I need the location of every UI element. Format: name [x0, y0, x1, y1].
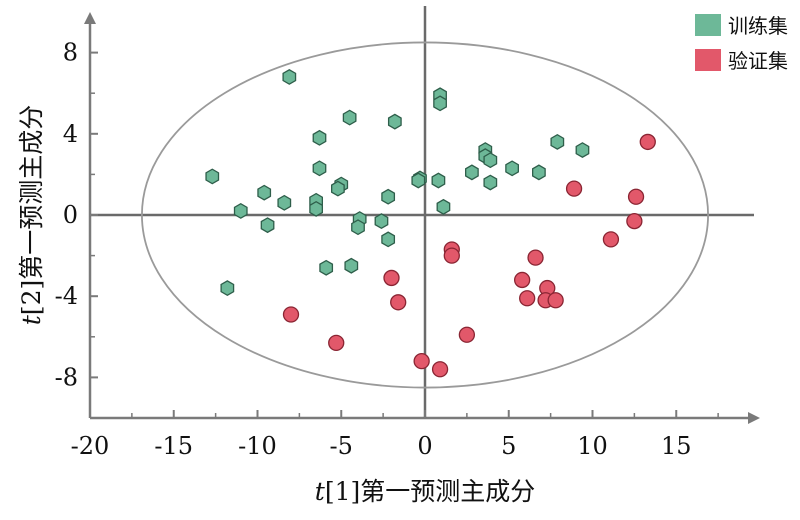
y-tick-label: 8 — [63, 39, 78, 67]
validation-point — [627, 188, 645, 205]
confidence-ellipse — [141, 41, 709, 389]
train-point — [344, 257, 359, 274]
legend-swatch-train — [695, 14, 721, 36]
y-axis-var: t — [17, 314, 46, 325]
validation-point — [413, 353, 430, 370]
train-point — [483, 152, 498, 169]
validation-point — [519, 290, 536, 307]
validation-point — [639, 133, 656, 151]
legend: 训练集 验证集 — [695, 14, 788, 73]
train-point — [465, 164, 479, 181]
train-point — [331, 180, 345, 197]
train-point — [351, 219, 365, 236]
y-tick-label: -8 — [55, 363, 78, 391]
validation-point — [458, 326, 476, 343]
train-point — [433, 95, 447, 112]
train-point — [436, 198, 451, 215]
x-tick-label: -20 — [71, 432, 110, 460]
validation-point — [565, 180, 583, 197]
x-tick-label: 5 — [501, 432, 516, 460]
x-tick-label: -10 — [238, 432, 277, 460]
train-point — [309, 200, 324, 217]
y-tick-label: -4 — [55, 282, 78, 310]
x-axis-var: t — [315, 477, 326, 506]
train-point — [257, 184, 272, 201]
train-point — [233, 202, 248, 219]
train-point — [387, 113, 402, 130]
train-point — [260, 217, 275, 234]
train-point — [505, 160, 519, 177]
train-point — [411, 172, 426, 189]
validation-point — [547, 292, 564, 309]
x-axis-title: t[1]第一预测主成分 — [315, 477, 535, 506]
points-layer — [205, 69, 656, 378]
train-point — [342, 109, 357, 126]
x-axis-text: [1]第一预测主成分 — [325, 477, 535, 506]
legend-label-train: 训练集 — [728, 14, 788, 38]
train-point — [277, 194, 292, 211]
validation-point — [390, 294, 407, 311]
train-point — [220, 280, 235, 297]
train-point — [575, 142, 590, 158]
x-tick-label: -5 — [330, 432, 353, 460]
tick-labels-layer: -20 -15 -10 -5 0 5 10 15 -8 -4 0 4 8 — [55, 39, 692, 460]
validation-point — [626, 212, 643, 230]
y-tick-label: 0 — [63, 201, 78, 229]
train-point — [483, 174, 498, 191]
train-point — [205, 168, 220, 185]
confidence-ellipse-layer — [141, 41, 709, 389]
validation-point — [602, 231, 620, 248]
train-point — [312, 160, 327, 177]
y-axis-text: [2]第一预测主成分 — [17, 105, 46, 315]
validation-point — [431, 361, 449, 378]
train-point — [381, 231, 396, 248]
x-tick-label: 0 — [417, 432, 432, 460]
y-tick-label: 4 — [63, 120, 78, 148]
legend-swatch-validation — [695, 49, 721, 71]
x-tick-label: 15 — [661, 432, 692, 460]
train-point — [282, 69, 297, 85]
validation-point — [443, 247, 460, 264]
y-axis-title: t[2]第一预测主成分 — [17, 105, 46, 325]
train-point — [431, 172, 446, 189]
legend-label-validation: 验证集 — [728, 49, 788, 73]
validation-point — [328, 334, 345, 352]
validation-point — [514, 271, 531, 289]
train-point — [381, 188, 396, 205]
validation-point — [383, 269, 400, 287]
validation-point — [282, 306, 300, 323]
x-tick-label: -15 — [154, 432, 193, 460]
axes-layer — [84, 6, 760, 424]
train-point — [319, 259, 334, 276]
train-point — [532, 164, 546, 181]
train-point — [374, 213, 389, 230]
validation-point — [527, 249, 544, 266]
train-point — [312, 129, 327, 146]
x-tick-label: 10 — [577, 432, 608, 460]
train-point — [550, 133, 565, 150]
